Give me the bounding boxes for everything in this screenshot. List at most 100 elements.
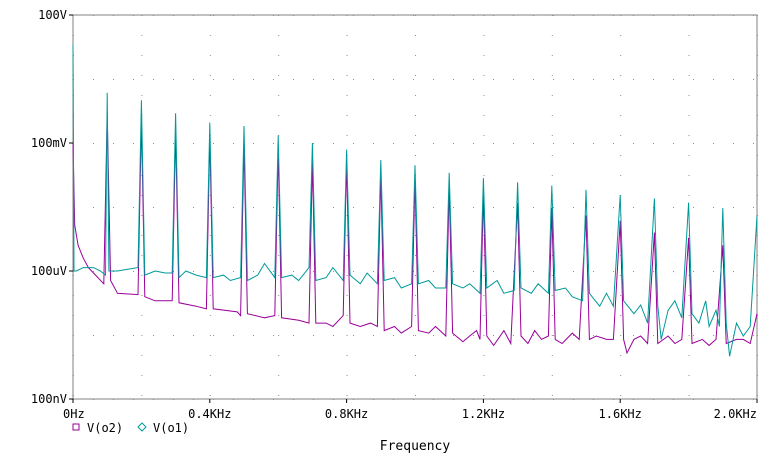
grid-dot	[293, 15, 294, 16]
grid-dot	[233, 335, 234, 336]
grid-dot	[693, 143, 694, 144]
grid-dot	[688, 375, 690, 376]
grid-dot	[353, 79, 354, 80]
grid-dot	[333, 207, 334, 208]
grid-dot	[633, 79, 634, 80]
grid-dot	[573, 335, 574, 336]
grid-dot	[346, 15, 348, 16]
grid-dot	[393, 335, 394, 336]
grid-dot	[293, 335, 294, 336]
grid-dot	[253, 143, 254, 144]
grid-dot	[346, 295, 348, 296]
grid-dot	[141, 55, 143, 56]
grid-dot	[613, 143, 614, 144]
grid-dot	[620, 275, 622, 276]
grid-dot	[346, 75, 348, 76]
grid-dot	[141, 395, 143, 396]
grid-dot	[553, 143, 554, 144]
grid-dot	[733, 271, 734, 272]
grid-dot	[373, 143, 374, 144]
grid-dot	[473, 271, 474, 272]
grid-dot	[433, 399, 434, 400]
grid-dot	[433, 79, 434, 80]
grid-dot	[293, 271, 294, 272]
grid-dot	[73, 395, 74, 396]
grid-dot	[313, 79, 314, 80]
grid-dot	[653, 271, 654, 272]
grid-dot	[673, 79, 674, 80]
grid-dot	[620, 15, 622, 16]
grid-dot	[278, 255, 280, 256]
grid-dot	[757, 75, 758, 76]
grid-dot	[346, 255, 348, 256]
grid-dot	[209, 75, 211, 76]
grid-dot	[413, 79, 414, 80]
grid-dot	[73, 315, 74, 316]
grid-dot	[493, 399, 494, 400]
grid-dot	[273, 399, 274, 400]
grid-dot	[313, 335, 314, 336]
grid-dot	[153, 399, 154, 400]
x-axis-ticks: 0Hz 0.4KHz 0.8KHz 1.2KHz 1.6KHz 2.0KHz	[63, 399, 758, 421]
grid-dot	[415, 355, 416, 356]
grid-dot	[757, 215, 758, 216]
grid-dot	[353, 15, 354, 16]
grid-dot	[141, 315, 143, 316]
grid-dot	[141, 235, 143, 236]
grid-dot	[633, 207, 634, 208]
grid-dot	[173, 399, 174, 400]
grid-dot	[483, 115, 485, 116]
grid-dot	[483, 355, 485, 356]
grid-dot	[333, 15, 334, 16]
grid-dot	[433, 335, 434, 336]
grid-dot	[141, 335, 143, 336]
grid-dot	[553, 335, 554, 336]
grid-dot	[313, 143, 314, 144]
grid-dot	[633, 15, 634, 16]
grid-dot	[688, 155, 690, 156]
grid-dot	[493, 335, 494, 336]
grid-dot	[653, 143, 654, 144]
grid-dot	[253, 335, 254, 336]
grid-dot	[333, 79, 334, 80]
grid-dot	[93, 143, 94, 144]
grid-dot	[278, 395, 280, 396]
grid-dot	[757, 275, 758, 276]
grid-dot	[757, 35, 758, 36]
grid-dot	[633, 143, 634, 144]
grid-dot	[393, 207, 394, 208]
grid-dot	[483, 15, 485, 16]
grid-dot	[693, 399, 694, 400]
grid-dot	[433, 207, 434, 208]
grid-dot	[93, 15, 94, 16]
grid-dot	[753, 207, 754, 208]
grid-dot	[713, 15, 714, 16]
grid-dot	[413, 271, 414, 272]
grid-dot	[153, 79, 154, 80]
grid-dot	[483, 335, 485, 336]
grid-dot	[133, 207, 134, 208]
grid-dot	[620, 35, 622, 36]
grid-dot	[213, 399, 214, 400]
grid-dot	[273, 143, 274, 144]
grid-dot	[133, 271, 134, 272]
grid-dot	[141, 355, 143, 356]
grid-dot	[73, 15, 74, 16]
grid-dot	[688, 355, 690, 356]
grid-dot	[551, 295, 553, 296]
grid-dot	[193, 143, 194, 144]
grid-dot	[483, 135, 485, 136]
grid-dot	[193, 335, 194, 336]
grid-dot	[473, 15, 474, 16]
grid-dot	[620, 375, 622, 376]
grid-dot	[757, 155, 758, 156]
grid-dot	[373, 79, 374, 80]
grid-dot	[533, 271, 534, 272]
grid-dot	[713, 335, 714, 336]
grid-dot	[688, 395, 690, 396]
x-tick-label: 1.2KHz	[462, 407, 505, 421]
grid-dot	[213, 15, 214, 16]
grid-dot	[353, 335, 354, 336]
grid-dot	[473, 207, 474, 208]
grid-dot	[278, 295, 280, 296]
